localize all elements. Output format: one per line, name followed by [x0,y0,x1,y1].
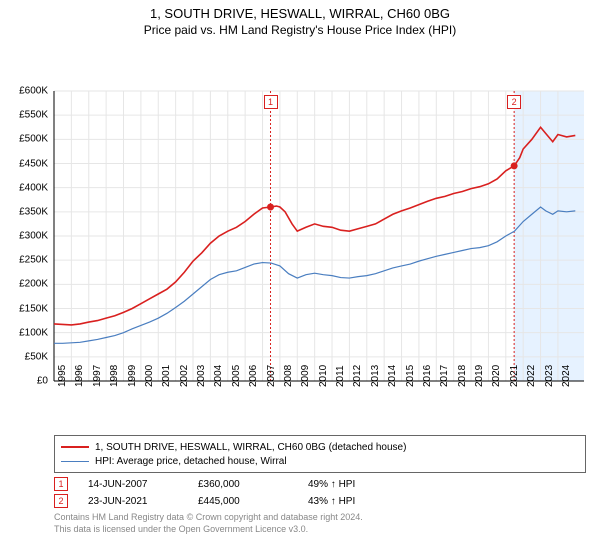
legend-row: HPI: Average price, detached house, Wirr… [61,454,579,468]
sale-price: £360,000 [198,479,308,490]
event-marker: 1 [264,95,278,109]
x-tick-label: 2005 [231,365,242,387]
y-tick-label: £350K [0,206,48,217]
y-tick-label: £300K [0,231,48,242]
y-tick-label: £150K [0,303,48,314]
y-tick-label: £200K [0,279,48,290]
x-tick-label: 2018 [457,365,468,387]
legend: 1, SOUTH DRIVE, HESWALL, WIRRAL, CH60 0B… [54,435,586,473]
x-tick-label: 2017 [439,365,450,387]
x-tick-label: 1996 [74,365,85,387]
y-tick-label: £550K [0,110,48,121]
x-tick-label: 2020 [491,365,502,387]
y-tick-label: £50K [0,351,48,362]
legend-label: HPI: Average price, detached house, Wirr… [95,456,287,467]
y-tick-label: £250K [0,255,48,266]
sale-delta: 43% ↑ HPI [308,496,418,507]
attribution-line: This data is licensed under the Open Gov… [54,524,586,536]
page-subtitle: Price paid vs. HM Land Registry's House … [0,21,600,41]
y-tick-label: £600K [0,86,48,97]
x-tick-label: 2022 [526,365,537,387]
legend-swatch [61,446,89,448]
sale-date: 14-JUN-2007 [88,479,198,490]
legend-swatch [61,461,89,462]
sale-delta: 49% ↑ HPI [308,479,418,490]
x-tick-label: 2011 [335,365,346,387]
price-chart: £0 £50K £100K £150K £200K £250K £300K £350K £400… [0,41,600,429]
x-tick-label: 2024 [561,365,572,387]
sale-marker: 1 [54,477,68,491]
sale-row: 2 23-JUN-2021£445,00043% ↑ HPI [54,494,586,508]
x-tick-label: 2013 [370,365,381,387]
sale-row: 1 14-JUN-2007£360,00049% ↑ HPI [54,477,586,491]
y-tick-label: £400K [0,182,48,193]
y-tick-label: £450K [0,158,48,169]
x-tick-label: 1999 [127,365,138,387]
sales-table: 1 14-JUN-2007£360,00049% ↑ HPI 2 23-JUN-202… [54,477,586,508]
x-tick-label: 2014 [387,365,398,387]
x-tick-label: 2019 [474,365,485,387]
x-tick-label: 1998 [109,365,120,387]
x-tick-label: 2009 [300,365,311,387]
x-tick-label: 2006 [248,365,259,387]
y-tick-label: £0 [0,376,48,387]
sale-price: £445,000 [198,496,308,507]
sale-date: 23-JUN-2021 [88,496,198,507]
event-marker: 2 [507,95,521,109]
x-tick-label: 2023 [544,365,555,387]
x-tick-label: 2001 [161,365,172,387]
x-tick-label: 2010 [318,365,329,387]
x-tick-label: 2007 [266,365,277,387]
x-tick-label: 2000 [144,365,155,387]
x-tick-label: 2016 [422,365,433,387]
x-tick-label: 2012 [352,365,363,387]
y-tick-label: £100K [0,327,48,338]
x-tick-label: 2015 [405,365,416,387]
x-tick-label: 2004 [213,365,224,387]
x-tick-label: 2002 [179,365,190,387]
x-tick-label: 1997 [92,365,103,387]
x-tick-label: 2021 [509,365,520,387]
legend-row: 1, SOUTH DRIVE, HESWALL, WIRRAL, CH60 0B… [61,440,579,454]
attribution: Contains HM Land Registry data © Crown c… [54,512,586,535]
attribution-line: Contains HM Land Registry data © Crown c… [54,512,586,524]
x-tick-label: 1995 [57,365,68,387]
legend-label: 1, SOUTH DRIVE, HESWALL, WIRRAL, CH60 0B… [95,442,406,453]
sale-marker: 2 [54,494,68,508]
y-tick-label: £500K [0,134,48,145]
x-tick-label: 2003 [196,365,207,387]
x-tick-label: 2008 [283,365,294,387]
page-title: 1, SOUTH DRIVE, HESWALL, WIRRAL, CH60 0B… [0,0,600,21]
